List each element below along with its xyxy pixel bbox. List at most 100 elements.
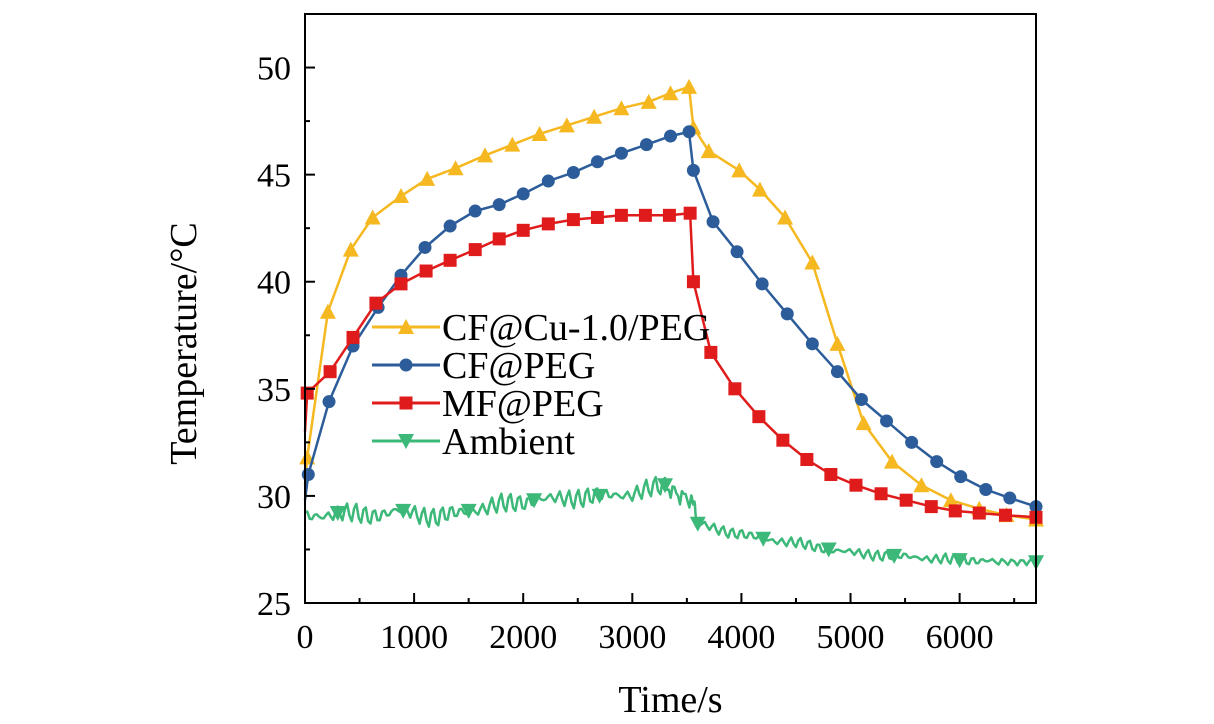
data-point — [755, 531, 772, 547]
data-point — [301, 467, 315, 481]
data-point — [558, 117, 575, 133]
data-point — [418, 240, 432, 254]
data-point — [443, 253, 457, 267]
data-point — [492, 232, 506, 246]
data-point — [657, 478, 674, 494]
data-point — [591, 488, 608, 504]
data-point — [689, 516, 706, 532]
data-point — [322, 395, 336, 409]
legend-item: MF@PEG — [372, 383, 604, 425]
series-cf-cu-1-0-peg — [299, 78, 1044, 527]
data-point — [394, 277, 408, 291]
data-point — [566, 165, 580, 179]
data-point — [883, 453, 900, 469]
data-point — [776, 433, 790, 447]
data-point — [681, 78, 698, 94]
data-point — [369, 296, 383, 310]
data-point — [516, 223, 530, 237]
data-point — [590, 155, 604, 169]
data-point — [972, 506, 986, 520]
data-point — [948, 504, 962, 518]
data-point — [755, 277, 769, 291]
y-tick-label: 50 — [257, 51, 291, 88]
data-point — [682, 125, 696, 139]
data-point — [905, 435, 919, 449]
data-point — [566, 213, 580, 227]
data-point — [942, 492, 959, 508]
data-point — [886, 548, 903, 564]
x-tick-label: 0 — [297, 619, 314, 656]
data-point — [800, 452, 814, 466]
data-point — [590, 210, 604, 224]
data-point — [704, 345, 718, 359]
data-point — [638, 208, 652, 222]
series-line — [304, 475, 1037, 567]
data-point — [541, 174, 555, 188]
data-point — [728, 382, 742, 396]
legend-label: CF@PEG — [442, 345, 595, 387]
legend-label: Ambient — [442, 421, 575, 463]
data-point — [541, 217, 555, 231]
data-point — [531, 125, 548, 141]
data-point — [686, 275, 700, 289]
data-point — [526, 493, 543, 509]
data-point — [613, 100, 630, 116]
data-point — [504, 136, 521, 152]
data-point — [830, 365, 844, 379]
data-point — [346, 330, 360, 344]
data-point — [780, 307, 794, 321]
data-point — [706, 215, 720, 229]
data-point — [468, 243, 482, 257]
data-point — [342, 241, 359, 257]
y-tick-label: 45 — [257, 158, 291, 195]
data-point — [731, 162, 748, 178]
data-point — [419, 264, 433, 278]
data-point — [329, 506, 346, 522]
data-point — [1003, 491, 1017, 505]
axis-ticks: 0 1000 2000 3000 4000 5000 6000 25 30 35 40 45 50 — [257, 51, 1016, 656]
data-point — [319, 303, 336, 319]
data-point — [364, 209, 381, 225]
data-point — [443, 219, 457, 233]
data-point — [954, 470, 968, 484]
data-point — [829, 335, 846, 351]
data-point — [395, 503, 412, 519]
data-point — [468, 204, 482, 218]
data-point — [323, 365, 337, 379]
series-group — [299, 78, 1044, 571]
data-point — [820, 542, 837, 558]
data-point — [854, 393, 868, 407]
x-tick-label: 1000 — [380, 619, 448, 656]
data-point — [930, 455, 944, 469]
data-point — [683, 206, 697, 220]
data-point — [899, 493, 913, 507]
x-tick-label: 3000 — [598, 619, 666, 656]
data-point — [447, 160, 464, 176]
data-point — [419, 170, 436, 186]
data-point — [880, 414, 894, 428]
data-point — [516, 187, 530, 201]
series-ambient — [304, 475, 1044, 571]
data-point — [586, 108, 603, 124]
data-point — [393, 188, 410, 204]
x-tick-label: 5000 — [817, 619, 885, 656]
legend-item: Ambient — [372, 421, 575, 463]
data-point — [664, 129, 677, 143]
data-point — [300, 386, 314, 400]
data-point — [777, 209, 794, 225]
plot-frame — [304, 13, 1037, 604]
legend-item: CF@PEG — [372, 345, 595, 387]
data-point — [662, 85, 679, 101]
legend-marker — [399, 358, 413, 372]
data-point — [849, 478, 863, 492]
x-tick-label: 2000 — [489, 619, 557, 656]
data-point — [979, 482, 993, 496]
legend-marker — [398, 319, 414, 334]
data-point — [640, 93, 657, 109]
data-point — [998, 508, 1012, 522]
x-axis-title: Time/s — [618, 679, 722, 721]
y-tick-label: 30 — [257, 479, 291, 516]
x-tick-label: 6000 — [926, 619, 994, 656]
data-point — [824, 467, 838, 481]
